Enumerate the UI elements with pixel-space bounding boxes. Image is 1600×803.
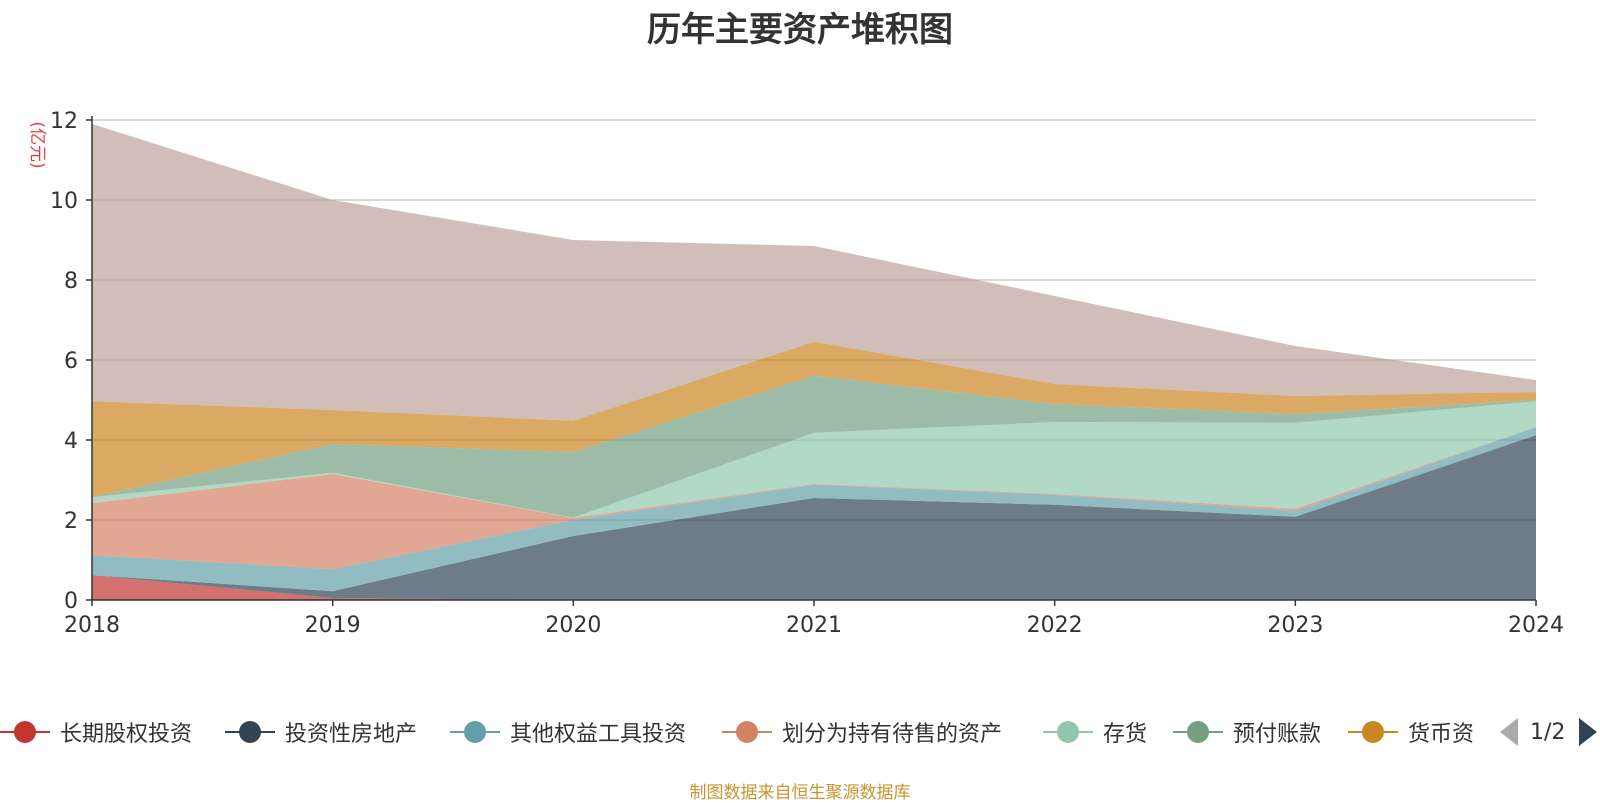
legend-item-long-term-equity[interactable]: 长期股权投资 (0, 712, 192, 752)
pager-prev-icon[interactable] (1500, 718, 1518, 746)
area-series[interactable] (92, 401, 1536, 518)
legend-label: 货币资 (1408, 722, 1475, 747)
legend-label: 存货 (1103, 722, 1148, 747)
area-series[interactable] (92, 435, 1536, 600)
legend-label: 其他权益工具投资 (510, 722, 687, 747)
x-tick-label: 2024 (1508, 613, 1564, 638)
area-series[interactable] (92, 124, 1536, 421)
area-series[interactable] (92, 341, 1536, 498)
legend-marker-icon (722, 720, 772, 744)
x-tick-label: 2020 (545, 613, 601, 638)
x-tick-label: 2018 (64, 613, 120, 638)
legend-marker-icon (450, 720, 500, 744)
area-series[interactable] (92, 427, 1536, 570)
pager-page-indicator: 1/2 (1530, 719, 1566, 745)
legend-marker-icon (1173, 720, 1223, 744)
y-tick-label: 2 (64, 509, 78, 534)
legend-label: 划分为持有待售的资产 (782, 722, 1003, 747)
y-tick-label: 6 (64, 349, 78, 374)
legend-marker-icon (0, 720, 50, 744)
y-tick-label: 4 (64, 429, 78, 454)
y-tick-label: 0 (64, 589, 78, 614)
legend-label: 投资性房地产 (285, 722, 418, 747)
pager-next-icon[interactable] (1579, 718, 1598, 746)
legend-item-investment-property[interactable]: 投资性房地产 (225, 712, 417, 752)
area-series[interactable] (92, 427, 1536, 592)
axes: 0 2 4 6 8 10 12 2018 2019 2020 2021 2022 2023 2024 (50, 109, 1564, 638)
y-axis-label: (亿元) (27, 121, 47, 168)
legend-item-other-equity-instruments[interactable]: 其他权益工具投资 (450, 712, 686, 752)
legend-item-inventory[interactable]: 存货 (1043, 712, 1147, 752)
legend-label: 预付账款 (1233, 722, 1322, 747)
legend-label: 长期股权投资 (60, 722, 193, 747)
y-tick-label: 10 (50, 189, 78, 214)
legend-marker-icon (1043, 720, 1093, 744)
chart-title: 历年主要资产堆积图 (647, 10, 953, 50)
series-areas (92, 124, 1536, 600)
legend-item-prepayments[interactable]: 预付账款 (1173, 712, 1321, 752)
source-note: 制图数据来自恒生聚源数据库 (689, 783, 911, 803)
legend: 长期股权投资 投资性房地产 其他权益工具投资 划分为持有待售的资产 存货 预付账… (0, 712, 1600, 752)
legend-item-cash[interactable]: 货币资 (1348, 712, 1474, 752)
area-series[interactable] (92, 375, 1536, 518)
y-tick-label: 12 (50, 109, 78, 134)
x-tick-label: 2023 (1267, 613, 1323, 638)
x-tick-label: 2019 (305, 613, 361, 638)
y-tick-label: 8 (64, 269, 78, 294)
area-series[interactable] (92, 575, 1536, 600)
x-tick-label: 2021 (786, 613, 842, 638)
legend-item-held-for-sale[interactable]: 划分为持有待售的资产 (722, 712, 1002, 752)
legend-marker-icon (225, 720, 275, 744)
legend-marker-icon (1348, 720, 1398, 744)
legend-pager: 1/2 (1500, 712, 1598, 752)
x-tick-label: 2022 (1027, 613, 1083, 638)
